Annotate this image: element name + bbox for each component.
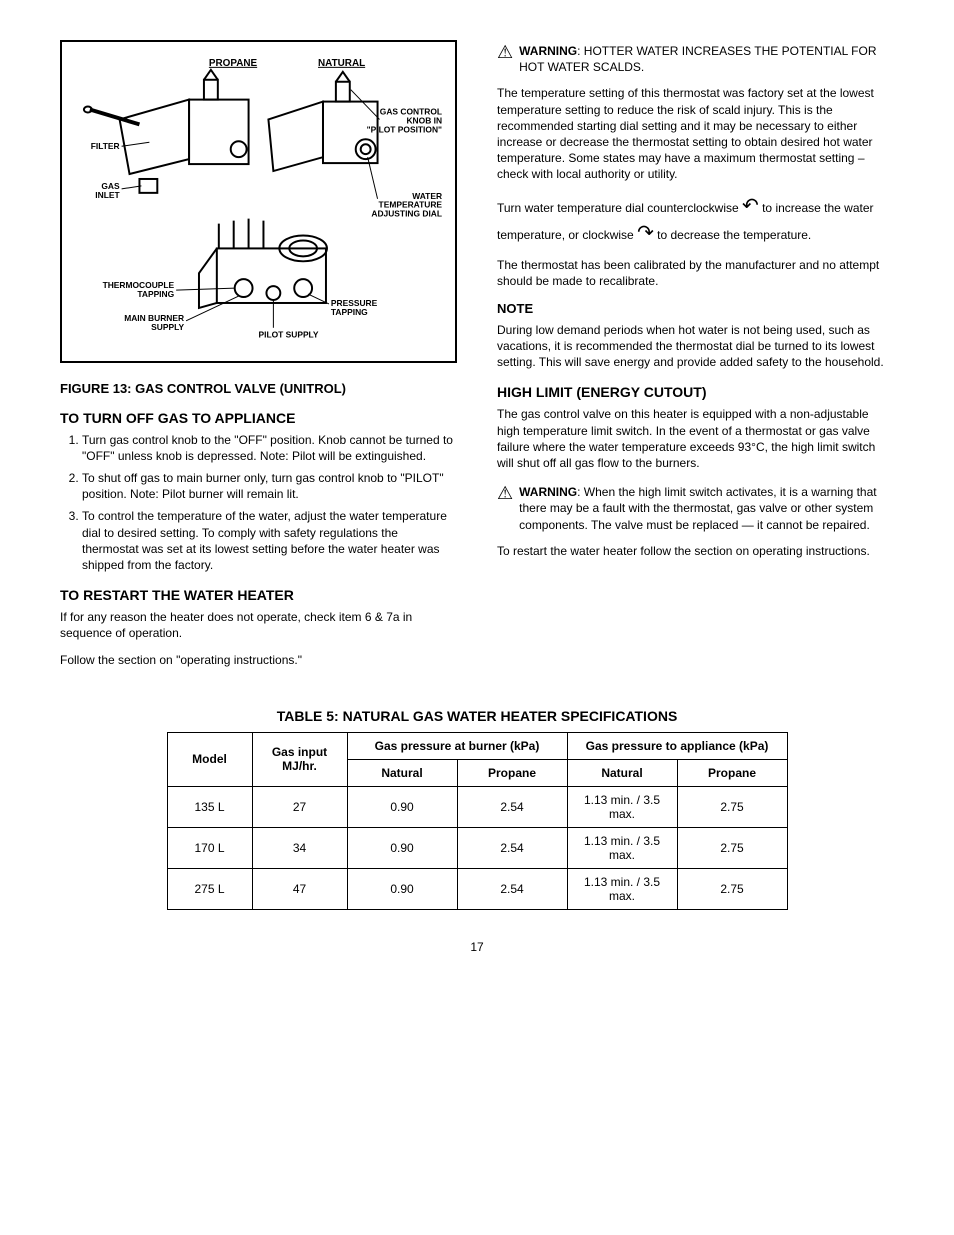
step-1: Turn gas control knob to the "OFF" posit… — [82, 432, 457, 464]
page-number: 17 — [60, 940, 894, 954]
table-row: 170 L340.902.541.13 min. / 3.5 max.2.75 — [167, 827, 787, 868]
table-header-cell: Natural — [567, 759, 677, 786]
table-cell: 0.90 — [347, 868, 457, 909]
natural-valve-drawing — [268, 72, 377, 171]
label-pressure-2: TAPPING — [331, 307, 368, 317]
table-row: 135 L270.902.541.13 min. / 3.5 max.2.75 — [167, 786, 787, 827]
table-header-cell: Model — [167, 732, 252, 786]
label-knob-3: "PILOT POSITION" — [367, 124, 442, 134]
label-dial-3: ADJUSTING DIAL — [371, 209, 442, 219]
step-2: To shut off gas to main burner only, tur… — [82, 470, 457, 502]
specifications-table: ModelGas inputMJ/hr.Gas pressure at burn… — [167, 732, 788, 910]
table-row: 275 L470.902.541.13 min. / 3.5 max.2.75 — [167, 868, 787, 909]
turn-off-steps: Turn gas control knob to the "OFF" posit… — [60, 432, 457, 574]
heading-high-limit: HIGH LIMIT (ENERGY CUTOUT) — [497, 384, 894, 400]
table-cell: 2.75 — [677, 868, 787, 909]
figure-caption: FIGURE 13: GAS CONTROL VALVE (UNITROL) — [60, 381, 457, 396]
label-burner-2: SUPPLY — [151, 322, 184, 332]
table-header-cell: Gas inputMJ/hr. — [252, 732, 347, 786]
high-limit-p2: To restart the water heater follow the s… — [497, 543, 894, 559]
note-body: During low demand periods when hot water… — [497, 322, 894, 371]
gas-valve-diagram: PROPANE NATURAL — [60, 40, 457, 363]
warning-high-limit-text: WARNING: When the high limit switch acti… — [519, 484, 894, 533]
table-cell: 1.13 min. / 3.5 max. — [567, 827, 677, 868]
table-cell: 2.75 — [677, 786, 787, 827]
table-cell: 0.90 — [347, 827, 457, 868]
table-cell: 1.13 min. / 3.5 max. — [567, 786, 677, 827]
thermostat-p1: The temperature setting of this thermost… — [497, 85, 894, 182]
two-column-layout: PROPANE NATURAL — [60, 40, 894, 678]
note-heading: NOTE — [497, 301, 894, 316]
restart-p1: If for any reason the heater does not op… — [60, 609, 457, 641]
table-header-row-1: ModelGas inputMJ/hr.Gas pressure at burn… — [167, 732, 787, 759]
label-tc-2: TAPPING — [137, 289, 174, 299]
step-3: To control the temperature of the water,… — [82, 508, 457, 573]
cw-arrow-icon: ↷ — [637, 222, 654, 244]
ccw-arrow-icon: ↶ — [742, 195, 759, 217]
heading-restart: TO RESTART THE WATER HEATER — [60, 587, 457, 603]
table-cell: 170 L — [167, 827, 252, 868]
restart-p2: Follow the section on "operating instruc… — [60, 652, 457, 668]
thermostat-p2: The thermostat has been calibrated by th… — [497, 257, 894, 289]
diagram-heading-natural: NATURAL — [318, 58, 365, 69]
table-cell: 275 L — [167, 868, 252, 909]
diagram-heading-propane: PROPANE — [209, 58, 258, 69]
table-cell: 34 — [252, 827, 347, 868]
dial-direction-p: Turn water temperature dial counterclock… — [497, 193, 894, 247]
table-cell: 2.54 — [457, 868, 567, 909]
table-title: TABLE 5: NATURAL GAS WATER HEATER SPECIF… — [60, 708, 894, 724]
warning-high-limit: ⚠ WARNING: When the high limit switch ac… — [497, 481, 894, 533]
table-cell: 0.90 — [347, 786, 457, 827]
left-column: PROPANE NATURAL — [60, 40, 457, 678]
table-cell: 2.75 — [677, 827, 787, 868]
right-column: ⚠ WARNING: HOTTER WATER INCREASES THE PO… — [497, 40, 894, 678]
table-cell: 2.54 — [457, 827, 567, 868]
table-header-cell: Gas pressure to appliance (kPa) — [567, 732, 787, 759]
table-cell: 1.13 min. / 3.5 max. — [567, 868, 677, 909]
warning-scald-text: WARNING: HOTTER WATER INCREASES THE POTE… — [519, 43, 894, 75]
propane-valve-drawing — [84, 70, 249, 193]
warning-scald: ⚠ WARNING: HOTTER WATER INCREASES THE PO… — [497, 40, 894, 75]
heading-turn-off-gas: TO TURN OFF GAS TO APPLIANCE — [60, 410, 457, 426]
high-limit-p1: The gas control valve on this heater is … — [497, 406, 894, 471]
warning-icon: ⚠ — [497, 43, 513, 61]
table-header-cell: Natural — [347, 759, 457, 786]
label-filter: FILTER — [91, 141, 120, 151]
label-gas-inlet-2: INLET — [95, 190, 120, 200]
table-header-cell: Gas pressure at burner (kPa) — [347, 732, 567, 759]
valve-underside-drawing — [199, 219, 327, 308]
table-header-cell: Propane — [457, 759, 567, 786]
warning-icon: ⚠ — [497, 484, 513, 502]
table-cell: 27 — [252, 786, 347, 827]
table-cell: 47 — [252, 868, 347, 909]
table-cell: 2.54 — [457, 786, 567, 827]
label-pilot: PILOT SUPPLY — [259, 330, 319, 340]
table-cell: 135 L — [167, 786, 252, 827]
manual-page: PROPANE NATURAL — [0, 0, 954, 1235]
table-header-cell: Propane — [677, 759, 787, 786]
diagram-svg: PROPANE NATURAL — [70, 50, 447, 348]
